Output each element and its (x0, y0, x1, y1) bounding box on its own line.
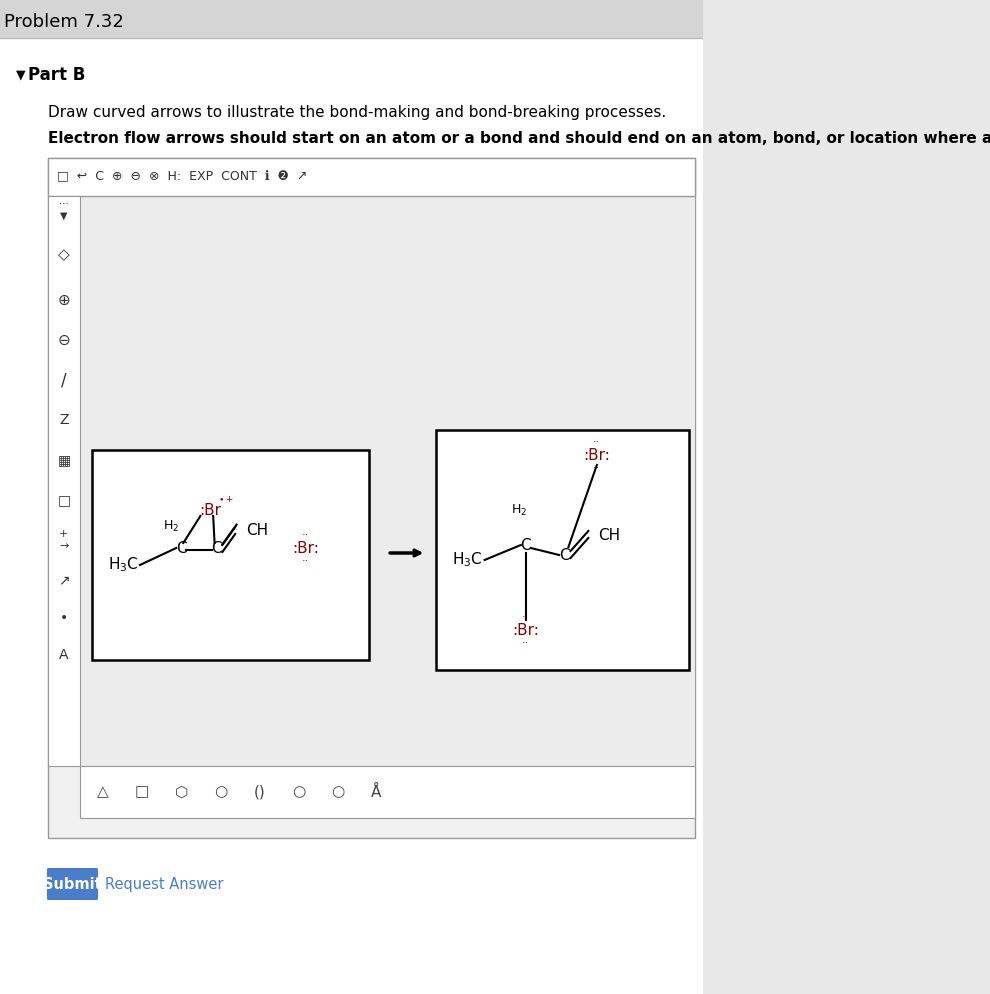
Text: ··: ·· (302, 556, 309, 566)
Text: ··: ·· (593, 437, 601, 447)
Text: H$_3$C: H$_3$C (108, 556, 139, 575)
Bar (80, 766, 695, 818)
Text: ⬡: ⬡ (174, 784, 188, 799)
Text: ○: ○ (331, 784, 345, 799)
Text: ↗: ↗ (58, 573, 69, 587)
Bar (80, 196, 695, 766)
Text: □: □ (135, 784, 149, 799)
Text: ○: ○ (214, 784, 227, 799)
Text: :Br:: :Br: (292, 541, 319, 556)
Text: ◇: ◇ (58, 248, 70, 262)
Bar (49, 158, 695, 196)
Text: :Br:: :Br: (583, 447, 610, 462)
Text: ··: ·· (302, 530, 309, 540)
Text: Å: Å (371, 784, 382, 799)
Bar (49, 158, 695, 838)
Text: Electron flow arrows should start on an atom or a bond and should end on an atom: Electron flow arrows should start on an … (49, 130, 990, 145)
Text: :Br: :Br (199, 503, 221, 518)
Text: (): () (253, 784, 265, 799)
Text: ··: ·· (593, 463, 601, 473)
Text: Problem 7.32: Problem 7.32 (4, 13, 124, 31)
Text: Draw curved arrows to illustrate the bond-making and bond-breaking processes.: Draw curved arrows to illustrate the bon… (49, 104, 666, 119)
Text: CH: CH (598, 528, 621, 543)
FancyBboxPatch shape (47, 868, 98, 900)
Text: :Br:: :Br: (513, 622, 540, 637)
Text: C: C (212, 541, 222, 556)
Text: C: C (559, 548, 570, 563)
Text: CH: CH (247, 523, 268, 538)
Text: ▼: ▼ (16, 69, 26, 82)
Bar (0, 0, 704, 38)
Text: C: C (176, 541, 186, 556)
Bar (49, 196, 80, 766)
Bar (92, 450, 369, 660)
Text: $^{\bullet+}$: $^{\bullet+}$ (218, 495, 234, 509)
Text: ○: ○ (292, 784, 305, 799)
Text: ··: ·· (522, 612, 530, 622)
Text: H$_3$C: H$_3$C (452, 551, 483, 570)
Text: ▦: ▦ (57, 453, 70, 467)
Text: Z: Z (59, 413, 68, 427)
Text: Submit: Submit (44, 877, 102, 892)
Text: ··: ·· (522, 638, 530, 648)
Text: ⊖: ⊖ (57, 333, 70, 348)
Text: □  ↩  C  ⊕  ⊖  ⊗  H:  EXP  CONT  ℹ  ❷  ↗: □ ↩ C ⊕ ⊖ ⊗ H: EXP CONT ℹ ❷ ↗ (56, 171, 307, 184)
Text: △: △ (97, 784, 109, 799)
Text: Part B: Part B (29, 66, 86, 84)
Text: A: A (59, 648, 68, 662)
Bar (437, 430, 688, 670)
Text: ⋯
▼: ⋯ ▼ (59, 199, 69, 221)
Text: /: / (61, 371, 66, 389)
Text: Request Answer: Request Answer (105, 877, 224, 892)
Text: ⊕: ⊕ (57, 292, 70, 307)
Text: •: • (59, 611, 68, 625)
Text: +
→: + → (59, 529, 68, 551)
Text: H$_2$: H$_2$ (511, 502, 527, 518)
Text: H$_2$: H$_2$ (163, 519, 179, 534)
Text: □: □ (57, 493, 70, 507)
Text: C: C (521, 538, 531, 553)
